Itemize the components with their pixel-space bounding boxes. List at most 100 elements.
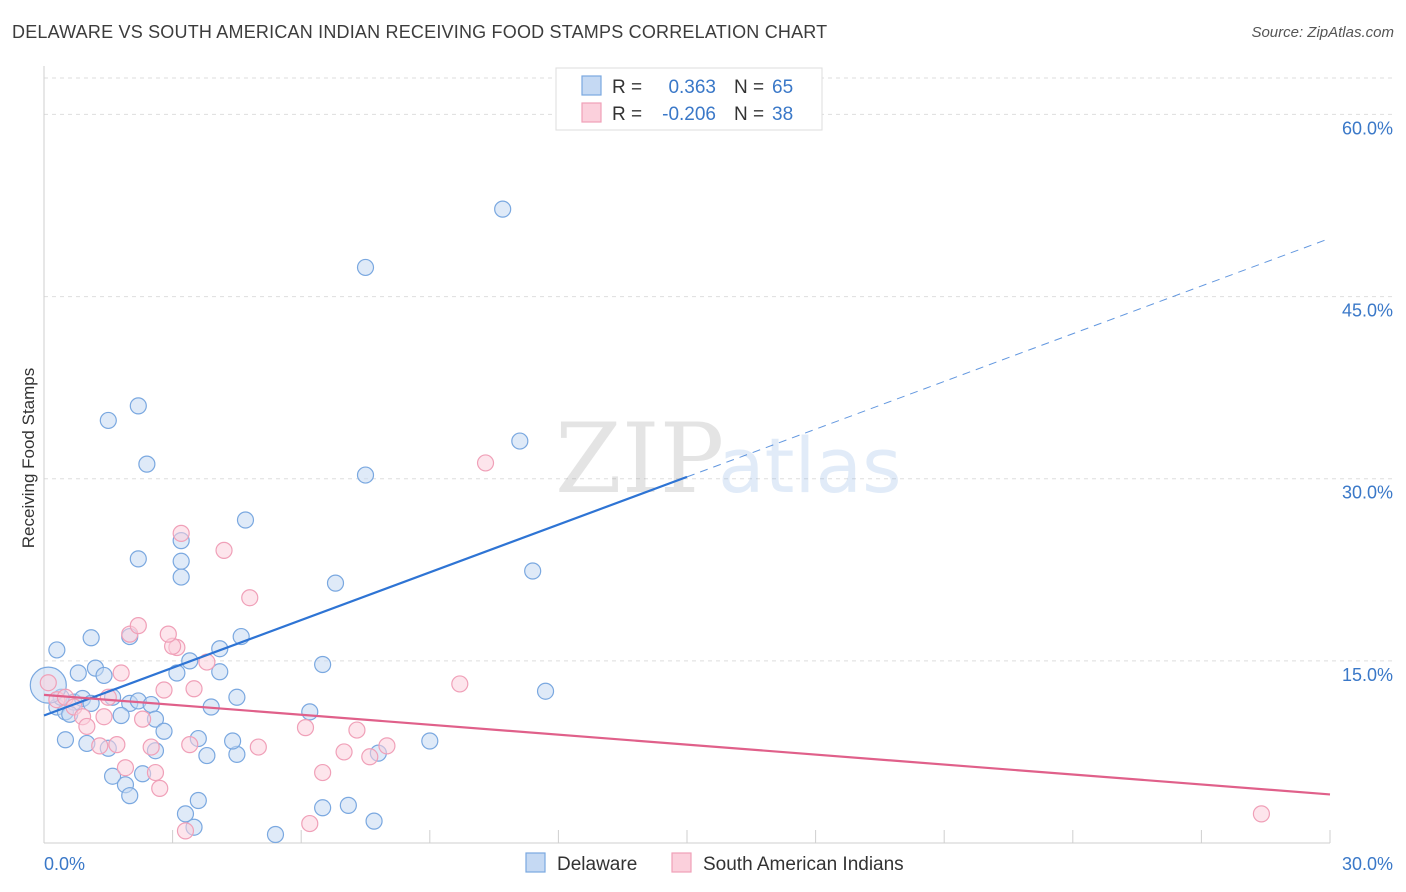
south-american-indians-point xyxy=(361,748,379,766)
legend-n-value: 38 xyxy=(772,104,793,125)
data-points xyxy=(29,200,1271,844)
delaware-point xyxy=(326,574,345,592)
delaware-point xyxy=(314,655,332,674)
delaware-point xyxy=(129,550,147,568)
south-american-indians-point xyxy=(335,743,353,761)
legend-r-value: 0.363 xyxy=(668,77,716,98)
south-american-indians-point xyxy=(249,738,267,756)
delaware-point xyxy=(198,746,216,765)
delaware-point xyxy=(266,825,285,844)
y-tick-label: 45.0% xyxy=(1342,301,1393,321)
trend-lines xyxy=(43,237,1331,796)
south-american-indians-point xyxy=(146,763,165,782)
delaware-point xyxy=(356,466,375,484)
legend-bottom-swatch-delaware xyxy=(525,852,546,873)
delaware-point xyxy=(421,732,439,750)
delaware-point xyxy=(172,552,190,570)
south-american-indians-point xyxy=(241,589,259,607)
delaware-trend-line xyxy=(43,475,688,717)
south-american-indians-trend-line xyxy=(43,693,1331,796)
south-american-indians-point xyxy=(172,524,190,542)
legend-bottom-label-south-american-indians: South American Indians xyxy=(703,854,904,875)
y-tick-label: 30.0% xyxy=(1342,483,1393,503)
south-american-indians-point xyxy=(215,541,233,559)
delaware-point xyxy=(99,411,117,430)
legend-r-value: -0.206 xyxy=(662,104,716,125)
south-american-indians-point xyxy=(176,822,195,840)
legend-n-label: N = xyxy=(734,77,764,98)
delaware-point xyxy=(129,397,147,415)
south-american-indians-point xyxy=(155,681,173,699)
south-american-indians-point xyxy=(142,738,160,756)
delaware-point xyxy=(536,682,555,700)
delaware-point xyxy=(301,703,319,721)
delaware-point xyxy=(95,666,113,685)
delaware-trend-line-extrapolated xyxy=(686,237,1331,478)
south-american-indians-point xyxy=(476,454,495,472)
delaware-point xyxy=(524,562,542,580)
y-tick-label: 15.0% xyxy=(1342,665,1393,685)
chart-title: DELAWARE VS SOUTH AMERICAN INDIAN RECEIV… xyxy=(12,22,828,42)
delaware-point xyxy=(314,799,332,817)
south-american-indians-point xyxy=(185,680,203,698)
legend-bottom-label-delaware: Delaware xyxy=(557,854,637,875)
delaware-point xyxy=(339,796,357,814)
delaware-point xyxy=(56,731,75,749)
delaware-point xyxy=(69,664,87,682)
delaware-point xyxy=(103,767,122,785)
south-american-indians-point xyxy=(378,737,396,755)
delaware-point xyxy=(82,629,100,647)
watermark-atlas: atlas xyxy=(718,421,902,510)
south-american-indians-point xyxy=(159,625,177,643)
south-american-indians-point xyxy=(116,759,135,777)
delaware-point xyxy=(365,812,383,830)
south-american-indians-point xyxy=(451,675,469,693)
legend-r-label: R = xyxy=(612,77,642,98)
south-american-indians-point xyxy=(348,721,366,739)
delaware-point xyxy=(172,568,190,586)
delaware-point xyxy=(155,722,173,740)
south-american-indians-point xyxy=(151,779,169,797)
delaware-point xyxy=(189,791,207,810)
delaware-point xyxy=(121,787,139,805)
x-tick-label: 30.0% xyxy=(1342,854,1393,874)
y-axis-title: Receiving Food Stamps xyxy=(19,368,38,548)
legend-r-label: R = xyxy=(612,104,642,125)
south-american-indians-point xyxy=(78,717,96,736)
legend-swatch-delaware xyxy=(581,75,602,96)
axes xyxy=(43,66,1331,844)
south-american-indians-point xyxy=(112,664,130,682)
delaware-point xyxy=(112,706,130,725)
delaware-point xyxy=(138,455,156,473)
south-american-indians-point xyxy=(95,708,113,726)
legend-n-label: N = xyxy=(734,104,764,125)
delaware-point xyxy=(228,688,246,706)
legend-bottom: Delaware South American Indians xyxy=(525,852,904,875)
legend-n-value: 65 xyxy=(772,77,793,98)
delaware-point xyxy=(224,732,242,750)
watermark-zip: ZIP xyxy=(555,403,724,515)
legend-bottom-swatch-south-american-indians xyxy=(671,852,692,873)
legend-swatch-south-american-indians xyxy=(581,102,602,123)
south-american-indians-point xyxy=(314,763,332,782)
delaware-point xyxy=(356,258,375,277)
grid-lines xyxy=(44,77,1394,662)
south-american-indians-point xyxy=(91,737,109,755)
south-american-indians-point xyxy=(301,814,319,833)
delaware-point xyxy=(176,805,195,823)
y-tick-label: 60.0% xyxy=(1342,118,1393,138)
watermark: ZIP atlas xyxy=(555,403,902,515)
delaware-point xyxy=(236,511,255,529)
south-american-indians-point xyxy=(296,719,315,737)
south-american-indians-point xyxy=(108,736,126,754)
south-american-indians-point xyxy=(133,710,152,728)
south-american-indians-point xyxy=(181,736,199,754)
chart-source: Source: ZipAtlas.com xyxy=(1251,24,1394,41)
south-american-indians-point xyxy=(1252,805,1271,823)
delaware-point xyxy=(511,432,529,450)
tick-labels: 15.0% 30.0% 45.0% 60.0% 0.0% 30.0% xyxy=(44,118,1393,874)
x-tick-label: 0.0% xyxy=(44,854,85,874)
delaware-point xyxy=(494,200,512,218)
legend-top: R = 0.363 N = 65 R = -0.206 N = 38 xyxy=(555,67,823,131)
